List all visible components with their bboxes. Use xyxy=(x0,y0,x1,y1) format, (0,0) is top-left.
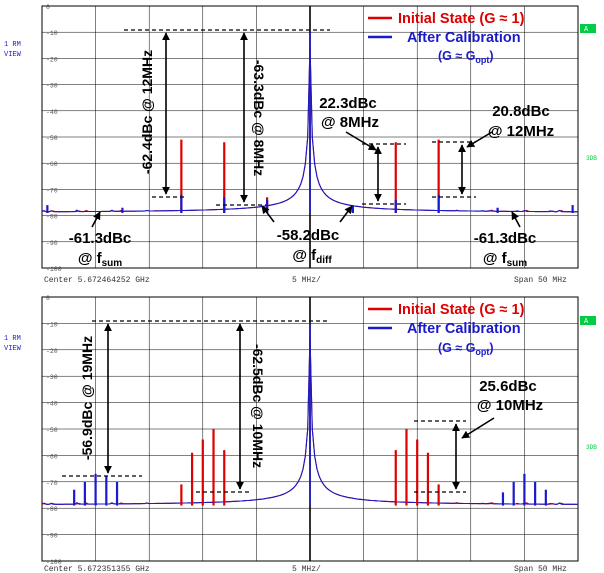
legend-initial: Initial State (G ≈ 1) xyxy=(398,11,525,27)
side-indicator-3db: 3DB xyxy=(586,155,597,162)
y-tick-label: -20 xyxy=(46,56,58,63)
y-tick-label: -60 xyxy=(46,161,58,168)
noise-floor xyxy=(41,32,578,213)
y-tick-label: -70 xyxy=(46,480,58,487)
span-label: Span 50 MHz xyxy=(514,565,567,573)
annotation-right-1: 25.6dBc xyxy=(479,378,537,395)
side-label-view: VIEW xyxy=(4,345,22,353)
annotation-bottom-center-2: @ fdiff xyxy=(292,247,332,266)
panel-2: 0 -10 -20 -30 -40 -50 -60 -70 -80 -90 -100 1 RM VI… xyxy=(4,295,597,573)
annotation-arrows xyxy=(104,323,495,490)
y-tick-labels: 0 -10 -20 -30 -40 -50 -60 -70 -80 -90 -100 xyxy=(46,4,62,273)
div-label: 5 MHz/ xyxy=(292,565,321,573)
annotation-right-2: @ 10MHz xyxy=(477,397,543,414)
side-label-rm: 1 RM xyxy=(4,41,21,49)
annotation-arrows xyxy=(91,32,521,228)
side-label-rm: 1 RM xyxy=(4,335,21,343)
y-tick-label: -50 xyxy=(46,427,58,434)
y-tick-label: 0 xyxy=(46,4,50,11)
legend-calibrated-gain: (G ≈ Gopt) xyxy=(438,341,494,357)
y-tick-label: -50 xyxy=(46,135,58,142)
y-tick-label: -80 xyxy=(46,214,58,221)
y-tick-label: -20 xyxy=(46,348,58,355)
side-indicator-box xyxy=(580,24,596,33)
annotation-mid-right-2: @ 8MHz xyxy=(321,114,379,131)
y-tick-label: -90 xyxy=(46,240,58,247)
annotation-bottom-left-2: @ fsum xyxy=(78,250,122,269)
y-tick-label: -70 xyxy=(46,187,58,194)
annotation-right-1: 20.8dBc xyxy=(492,103,550,120)
y-tick-label: 0 xyxy=(46,295,50,302)
y-tick-label: -90 xyxy=(46,533,58,540)
annotation-right-2: @ 12MHz xyxy=(488,123,554,140)
y-tick-label: -100 xyxy=(46,266,62,273)
series-group xyxy=(73,429,547,506)
y-tick-label: -30 xyxy=(46,83,58,90)
y-tick-label: -100 xyxy=(46,559,62,566)
annotation-bottom-left-1: -61.3dBc xyxy=(69,230,132,247)
side-indicator-a: A xyxy=(584,26,589,34)
annotation-bottom-right-2: @ fsum xyxy=(483,250,527,269)
annotation-guides xyxy=(62,320,466,493)
y-tick-label: -10 xyxy=(46,321,58,328)
span-label: Span 50 MHz xyxy=(514,276,567,285)
legend-initial: Initial State (G ≈ 1) xyxy=(398,302,525,318)
legend: Initial State (G ≈ 1) After Calibration … xyxy=(368,302,525,357)
y-tick-label: -40 xyxy=(46,401,58,408)
annotation-vert-left: -62.4dBc @ 12MHz xyxy=(139,50,155,174)
y-tick-label: -30 xyxy=(46,374,58,381)
legend-calibrated: After Calibration xyxy=(407,30,521,46)
y-tick-labels: 0 -10 -20 -30 -40 -50 -60 -70 -80 -90 -100 xyxy=(46,295,62,566)
center-frequency: Center 5.672351355 GHz xyxy=(44,565,150,573)
center-frequency: Center 5.672464252 GHz xyxy=(44,276,150,285)
legend: Initial State (G ≈ 1) After Calibration … xyxy=(368,11,525,65)
side-indicator-3db: 3DB xyxy=(586,444,597,451)
annotation-vert-left: -56.9dBc @ 19MHz xyxy=(79,336,95,460)
side-label-view: VIEW xyxy=(4,51,22,59)
y-tick-label: -80 xyxy=(46,506,58,513)
side-indicator-box xyxy=(580,316,596,325)
legend-calibrated-gain: (G ≈ Gopt) xyxy=(438,49,494,65)
legend-calibrated: After Calibration xyxy=(407,321,521,337)
side-indicator-a: A xyxy=(584,318,589,326)
y-tick-label: -10 xyxy=(46,30,58,37)
annotation-bottom-center-1: -58.2dBc xyxy=(277,227,340,244)
annotation-vert-mid: -62.5dBc @ 10MHz xyxy=(250,344,266,468)
annotation-bottom-right-1: -61.3dBc xyxy=(474,230,537,247)
noise-floor xyxy=(41,323,579,506)
y-tick-label: -60 xyxy=(46,453,58,460)
panel-1: 0 -10 -20 -30 -40 -50 -60 -70 -80 -90 -100 1 RM VI… xyxy=(4,4,597,285)
y-tick-label: -40 xyxy=(46,109,58,116)
div-label: 5 MHz/ xyxy=(292,276,321,285)
annotation-mid-right-1: 22.3dBc xyxy=(319,95,377,112)
annotation-vert-mid: -63.3dBc @ 8MHz xyxy=(251,60,267,176)
